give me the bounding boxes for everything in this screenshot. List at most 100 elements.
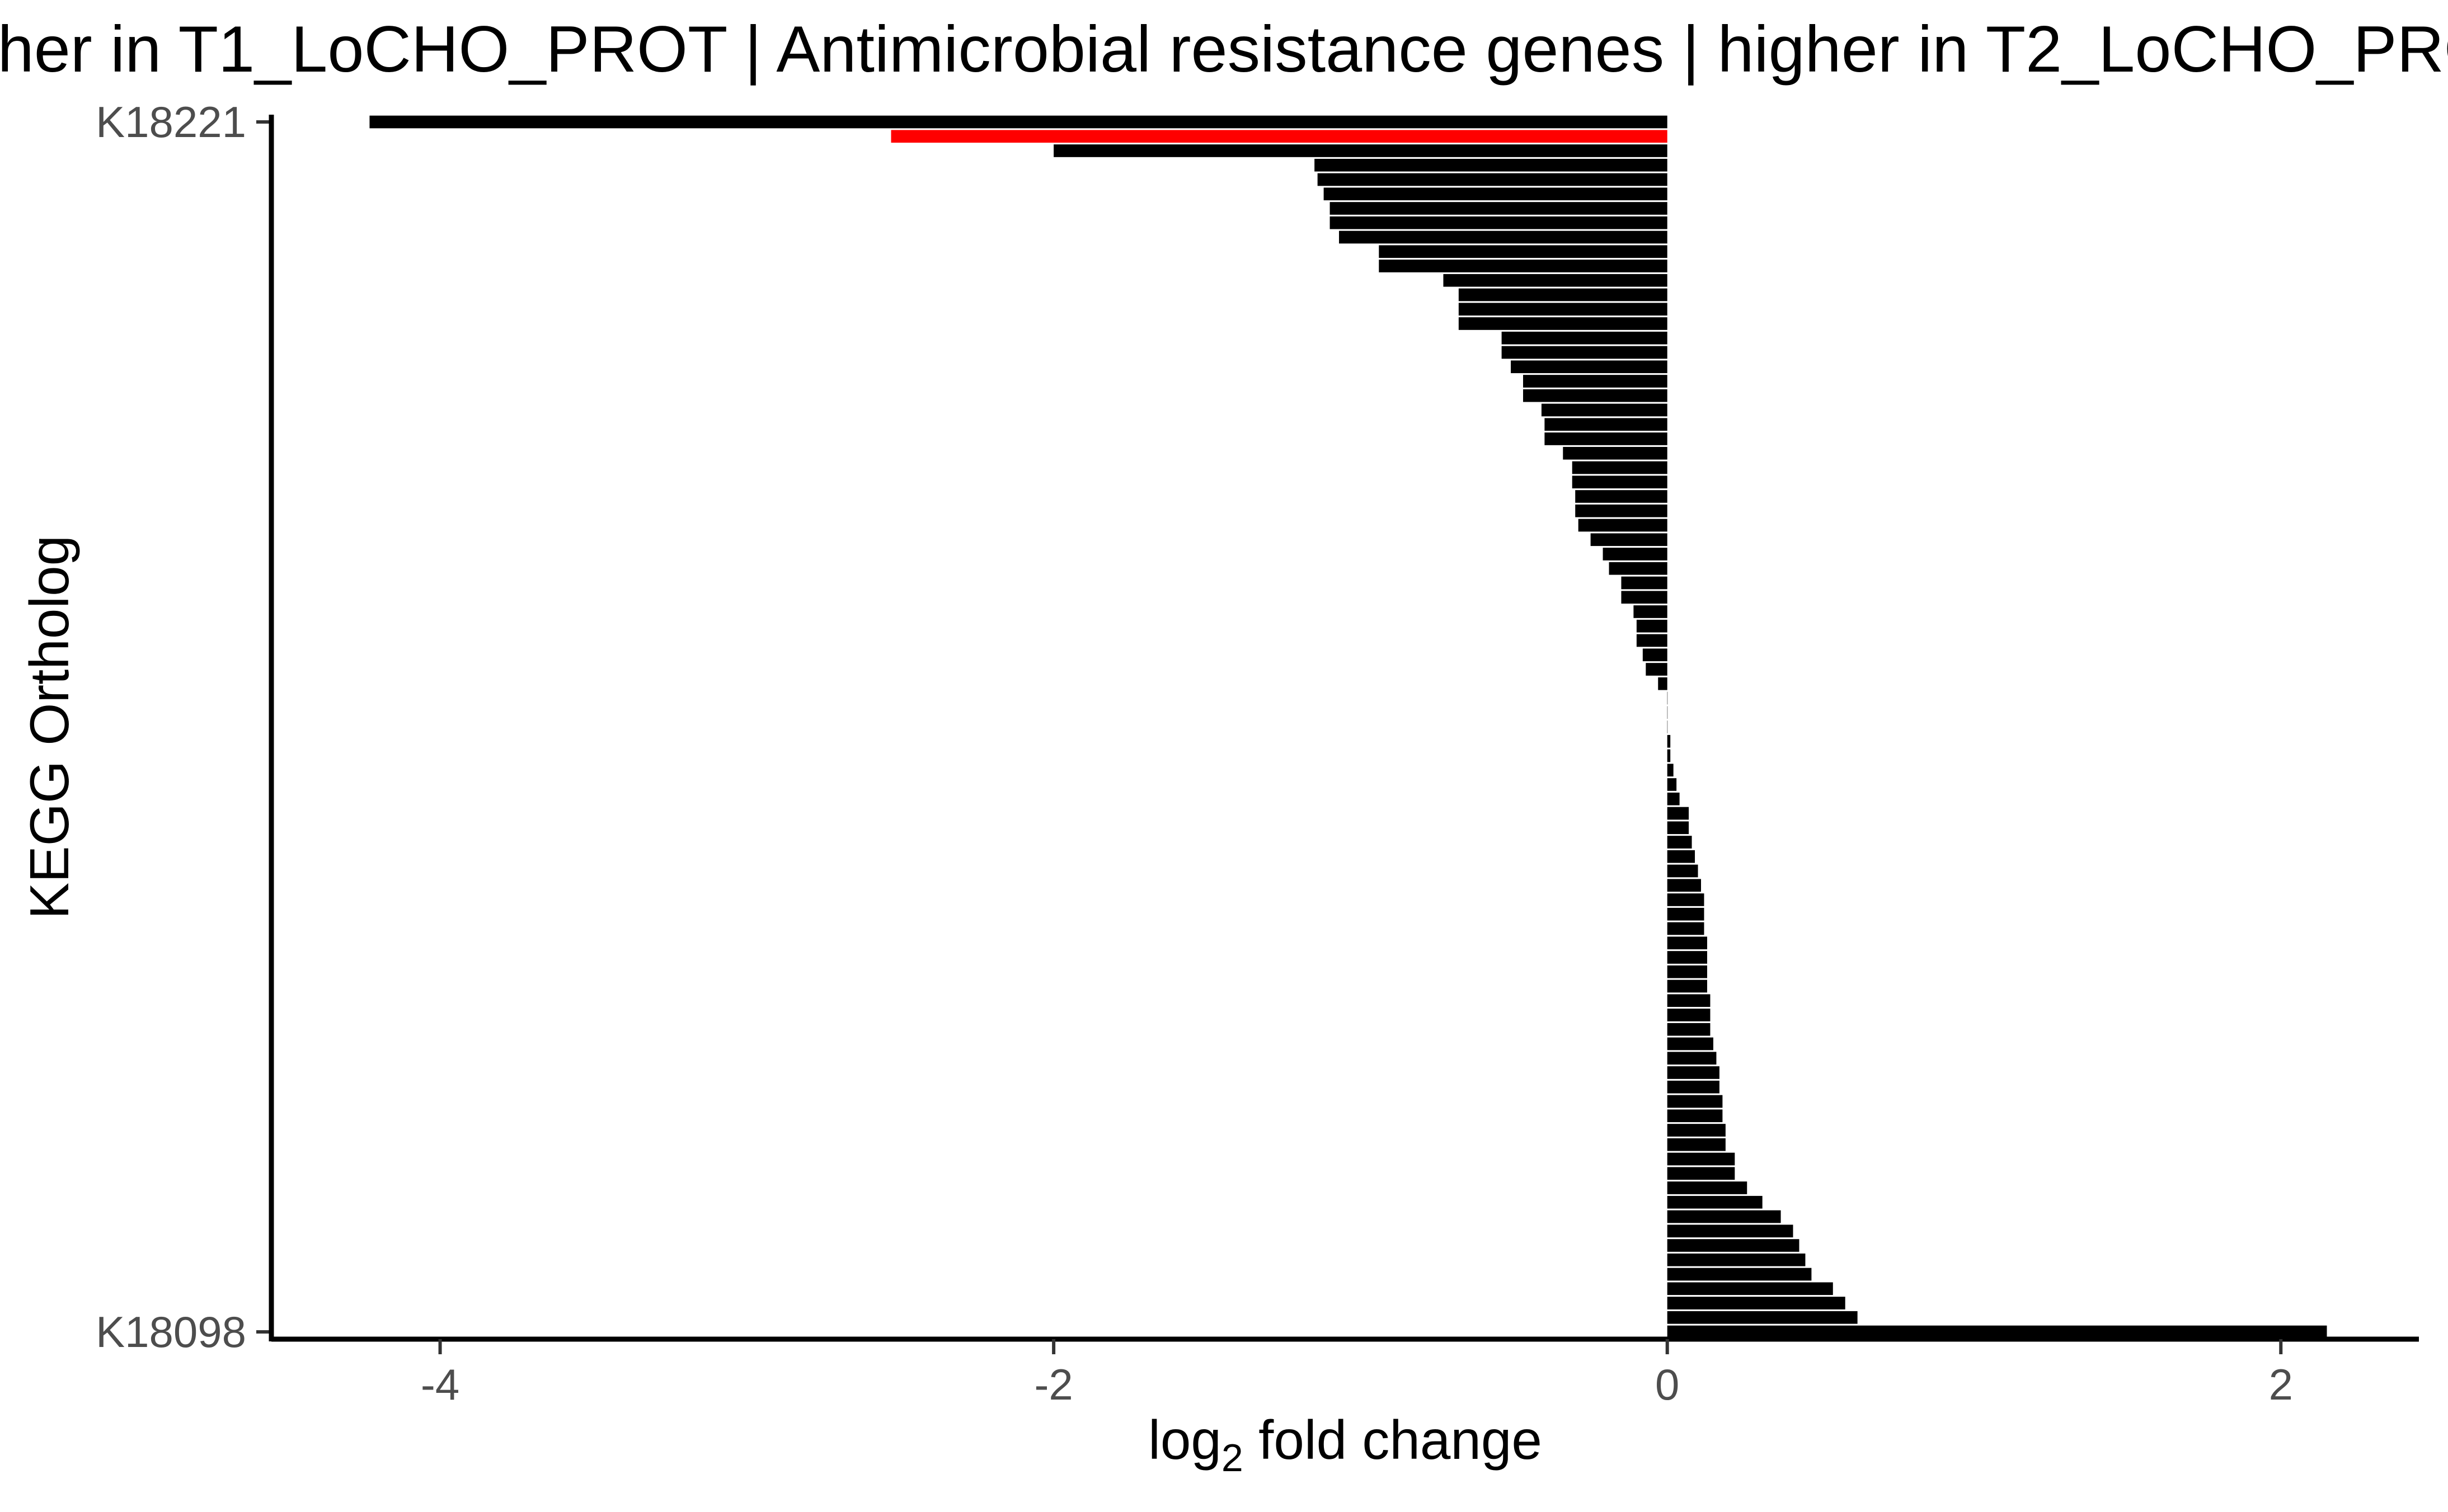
bar [1511,360,1667,374]
bar [1458,303,1667,316]
bar [1667,1325,2327,1339]
y-axis-title: KEGG Ortholog [18,535,80,919]
x-axis-title-subscript: 2 [1221,1436,1243,1480]
bar [1667,706,1668,719]
bar [1636,634,1667,647]
bar [1667,764,1674,777]
bar [1329,202,1667,215]
bar [1667,1239,1799,1252]
bar [1667,1138,1726,1151]
y-axis-labels: K18221 K18098 [96,97,271,1356]
bar [1667,1253,1806,1266]
x-axis-title-main: log [1148,1409,1221,1471]
bar [1667,936,1707,950]
bar [1667,1080,1719,1094]
bar [1575,490,1667,503]
x-axis-ticks: -4 -2 0 2 [421,1339,2293,1409]
x-tick-label: 0 [1655,1360,1679,1409]
bar [1667,1167,1735,1180]
bar [1667,879,1702,892]
bar [1667,821,1689,835]
bar [1667,1210,1781,1223]
bar [1667,979,1707,993]
bar [1379,260,1667,272]
bar [1458,288,1667,302]
bar [1501,331,1667,345]
bar [1667,807,1689,820]
chart-title: higher in T1_LoCHO_PROT | Antimicrobial … [0,12,2448,86]
bar [1578,519,1667,532]
bar [1523,389,1667,402]
bar [1667,965,1707,978]
bar [1667,907,1704,921]
bar [1621,591,1667,604]
bar [1544,418,1667,431]
y-tick-label: K18221 [96,97,246,147]
bar [1667,1009,1711,1021]
x-axis-title: log2 fold change [1148,1409,1542,1480]
bar [1667,749,1671,762]
bar [1590,533,1667,547]
bar [1667,691,1668,705]
bar [1667,893,1704,906]
bar [1667,1095,1723,1108]
x-tick-label: -4 [421,1360,459,1409]
bar [1523,375,1667,388]
bar [1621,576,1667,590]
bar [1667,994,1711,1007]
bar [1667,1268,1812,1281]
bar [1636,619,1667,633]
bar [1575,504,1667,517]
bar [1667,1195,1763,1209]
bar [1667,836,1692,849]
y-tick-label: K18098 [96,1307,246,1356]
bar [1603,548,1667,560]
bar [1667,1224,1793,1238]
bar [1329,216,1667,229]
bar [1667,778,1677,791]
bar [891,130,1667,143]
bar [1667,1052,1717,1065]
bar [1458,317,1667,330]
bar [1667,1124,1726,1137]
bars-group [369,115,2327,1339]
bar [1609,562,1667,575]
bar [1667,1297,1845,1310]
bar [1314,158,1667,172]
bar [1544,432,1667,445]
bar [1667,864,1698,878]
bar [1667,1181,1747,1194]
bar [1667,792,1680,806]
bar [1667,734,1671,748]
bar [1501,346,1667,359]
bar [1054,144,1667,157]
bar [1667,720,1668,733]
x-tick-label: 2 [2269,1360,2293,1409]
x-tick-label: -2 [1034,1360,1073,1409]
bar [1563,446,1667,460]
bar [1667,922,1704,935]
bar [1443,274,1667,287]
bar [1667,1037,1713,1051]
bar [1379,245,1667,258]
bar [1667,951,1707,964]
bar [1572,475,1667,489]
bar [1642,648,1667,662]
bar [1667,1152,1735,1166]
bar [369,115,1667,129]
bar [1667,1282,1833,1296]
bar [1317,173,1667,186]
bar [1667,1311,1858,1324]
x-axis-title-suffix: fold change [1243,1409,1542,1471]
bar [1667,850,1695,863]
bar [1541,403,1667,417]
bar [1633,605,1667,618]
bar [1667,1109,1723,1123]
bar [1646,663,1667,676]
bar [1339,230,1667,244]
bar [1667,1066,1719,1079]
bar [1572,461,1667,474]
bar [1667,1023,1711,1036]
bar [1323,187,1667,201]
